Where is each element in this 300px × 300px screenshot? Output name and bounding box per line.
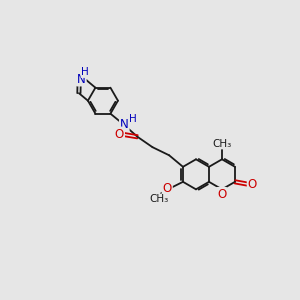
Text: CH₃: CH₃ xyxy=(212,139,232,149)
Text: H: H xyxy=(81,67,89,77)
Text: H: H xyxy=(129,114,137,124)
Text: O: O xyxy=(163,182,172,195)
Text: CH₃: CH₃ xyxy=(150,194,169,204)
Text: O: O xyxy=(217,188,226,201)
Text: N: N xyxy=(77,73,86,85)
Text: O: O xyxy=(115,128,124,140)
Text: O: O xyxy=(248,178,257,190)
Text: N: N xyxy=(120,118,129,131)
